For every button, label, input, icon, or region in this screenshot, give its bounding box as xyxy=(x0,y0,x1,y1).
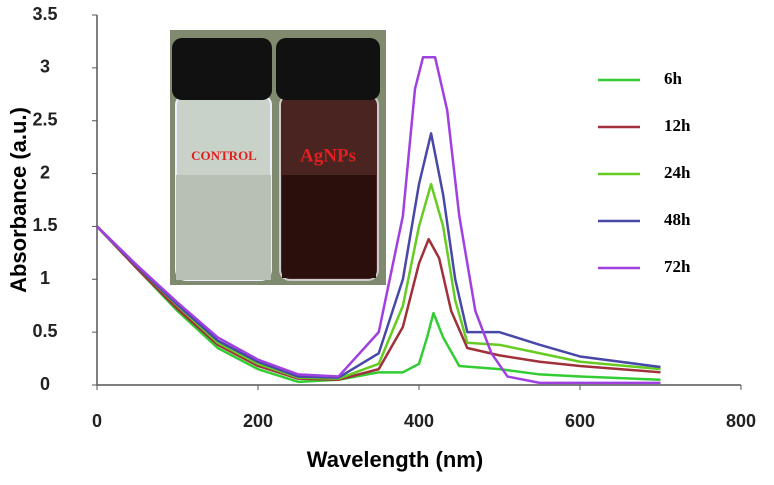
inset-label: AgNPs xyxy=(300,145,356,166)
y-tick-label: 3.5 xyxy=(32,4,57,24)
inset-photo: CONTROL AgNPs xyxy=(170,30,386,285)
y-tick-label: 3 xyxy=(40,57,50,77)
legend-label: 24h xyxy=(664,163,691,182)
legend-label: 12h xyxy=(664,116,691,135)
legend-label: 48h xyxy=(664,210,691,229)
inset-label: CONTROL xyxy=(191,148,257,163)
y-tick-label: 2 xyxy=(40,162,50,182)
y-tick-label: 0.5 xyxy=(32,321,57,341)
y-tick-label: 1.5 xyxy=(32,215,57,235)
series-line xyxy=(96,225,661,384)
series-line xyxy=(96,225,661,381)
series-line xyxy=(96,56,661,385)
series-line xyxy=(96,182,661,380)
series-line xyxy=(96,132,661,379)
x-tick-label: 600 xyxy=(565,411,595,431)
legend-label: 72h xyxy=(664,257,691,276)
y-axis-label: Absorbance (a.u.) xyxy=(6,107,31,293)
x-tick-label: 400 xyxy=(404,411,434,431)
y-tick-label: 1 xyxy=(40,268,50,288)
x-axis-label: Wavelength (nm) xyxy=(307,447,483,472)
y-tick-label: 0 xyxy=(40,374,50,394)
x-tick-label: 200 xyxy=(243,411,273,431)
y-tick-label: 2.5 xyxy=(32,109,57,129)
x-tick-label: 0 xyxy=(92,411,102,431)
x-tick-label: 800 xyxy=(726,411,756,431)
legend-label: 6h xyxy=(664,69,683,88)
